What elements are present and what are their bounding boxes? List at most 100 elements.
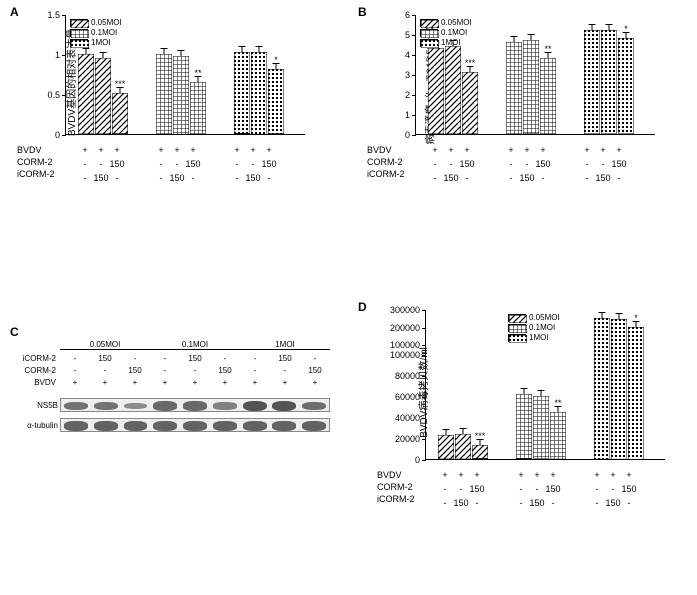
cond-cell: -	[169, 159, 185, 169]
cond-cell: 150	[453, 498, 469, 508]
cond-cell: +	[535, 145, 551, 155]
cond-cell: -	[589, 498, 605, 508]
y-tick	[62, 135, 66, 136]
wb-cond-cell: 150	[180, 354, 210, 363]
bar	[438, 435, 454, 459]
cond-cell: 150	[443, 173, 459, 183]
bar	[601, 30, 617, 134]
wb-cond-cell: +	[60, 378, 90, 387]
wb-lane-strip	[60, 398, 330, 412]
legend-swatch	[508, 314, 526, 322]
wb-blot	[302, 402, 326, 411]
cond-cell: +	[595, 145, 611, 155]
bar	[173, 56, 189, 134]
error-bar	[463, 428, 464, 434]
cond-cell: -	[545, 498, 561, 508]
wb-cond-cell: -	[270, 366, 300, 375]
cond-cell: +	[621, 470, 637, 480]
legend-label: 1MOI	[91, 38, 111, 47]
cond-cell: +	[437, 470, 453, 480]
cond-cell: -	[153, 173, 169, 183]
wb-cond-cell: +	[120, 378, 150, 387]
bar-group: **	[156, 54, 206, 134]
cond-cell: -	[529, 484, 545, 494]
wb-lane	[61, 419, 91, 431]
axis-break: ≈	[422, 347, 428, 358]
cond-cell: 150	[469, 484, 485, 494]
cond-cell: -	[185, 173, 201, 183]
y-tick-label: 80000	[395, 371, 420, 381]
cond-cell: -	[579, 173, 595, 183]
significance-marker: *	[274, 55, 278, 65]
significance-marker: **	[554, 398, 561, 408]
wb-cond-cell: -	[60, 354, 90, 363]
cond-cell: +	[109, 145, 125, 155]
cond-cell: +	[185, 145, 201, 155]
cond-cell: +	[229, 145, 245, 155]
y-tick	[412, 115, 416, 116]
y-tick-label: 0.5	[47, 90, 60, 100]
legend-label: 0.1MOI	[529, 323, 555, 332]
legend-swatch	[420, 19, 438, 27]
wb-blot	[124, 403, 148, 409]
legend-swatch	[420, 39, 438, 47]
wb-cond-row: iCORM-2-150--150--150-	[14, 354, 330, 363]
wb-lane	[269, 419, 299, 431]
bar: *	[628, 327, 644, 460]
bar	[533, 396, 549, 459]
wb-lane-strip	[60, 418, 330, 432]
wb-blot	[183, 401, 207, 410]
wb-cond-cell: 150	[270, 354, 300, 363]
cond-cell: +	[519, 145, 535, 155]
y-tick-label: 1.5	[47, 10, 60, 20]
significance-marker: *	[634, 313, 638, 323]
legend-item: 0.1MOI	[420, 28, 472, 37]
wb-blot	[183, 421, 207, 431]
wb-blot	[64, 421, 88, 431]
y-tick-label: 0	[415, 455, 420, 465]
wb-blot	[213, 421, 237, 431]
y-tick	[422, 328, 426, 329]
y-tick	[422, 397, 426, 398]
wb-blot	[302, 421, 326, 431]
cond-cell: +	[77, 145, 93, 155]
wb-moi-header: 0.1MOI	[150, 340, 240, 350]
cond-cell: +	[427, 145, 443, 155]
legend-label: 1MOI	[441, 38, 461, 47]
cond-cell: -	[519, 159, 535, 169]
cond-cell: 150	[519, 173, 535, 183]
cond-cell: -	[443, 159, 459, 169]
cond-cell: +	[443, 145, 459, 155]
y-tick	[412, 55, 416, 56]
cond-cell: 150	[621, 484, 637, 494]
cond-cell: -	[437, 484, 453, 494]
bar	[95, 58, 111, 134]
wb-lane	[91, 419, 121, 431]
legend-item: 1MOI	[70, 38, 122, 47]
cond-cell: -	[503, 173, 519, 183]
wb-blot	[243, 421, 267, 431]
panel-label-b: B	[358, 5, 367, 19]
wb-cond-cell: -	[60, 366, 90, 375]
cond-cell: +	[453, 470, 469, 480]
cond-cell: +	[169, 145, 185, 155]
cond-cell: -	[605, 484, 621, 494]
condition-table: BVDV+++++++++CORM-2--150--150--150iCORM-…	[367, 145, 415, 181]
wb-band-label: α-tubulin	[14, 421, 58, 430]
y-tick-label: 20000	[395, 434, 420, 444]
wb-cond-cell: +	[210, 378, 240, 387]
cond-cell: +	[605, 470, 621, 480]
error-bar	[242, 46, 243, 52]
wb-band-label: NS5B	[14, 401, 58, 410]
legend: 0.05MOI 0.1MOI 1MOI	[70, 18, 122, 47]
bar: **	[540, 58, 556, 134]
cond-cell: 150	[545, 484, 561, 494]
bar	[156, 54, 172, 134]
cond-cell: -	[229, 173, 245, 183]
panel-label-c: C	[10, 325, 19, 339]
wb-cond-cell: -	[90, 366, 120, 375]
wb-cond-cell: -	[300, 354, 330, 363]
y-tick	[412, 135, 416, 136]
bar	[506, 42, 522, 134]
wb-blot	[64, 402, 88, 410]
